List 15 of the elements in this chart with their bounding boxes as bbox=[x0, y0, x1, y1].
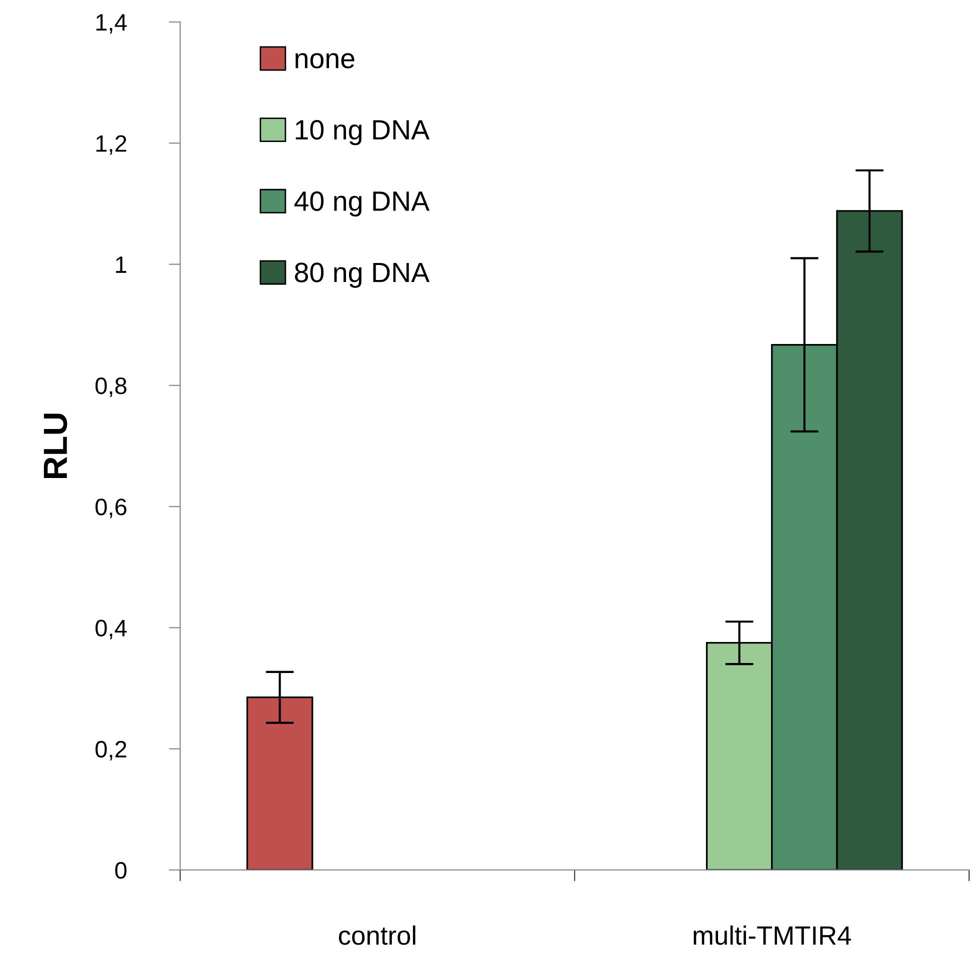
y-tick-label: 0,2 bbox=[96, 740, 126, 760]
y-tick-label: 1,2 bbox=[96, 135, 126, 155]
legend-label: 80 ng DNA bbox=[294, 262, 430, 288]
y-tick-label: 0 bbox=[115, 862, 126, 879]
legend-label: none bbox=[296, 53, 354, 68]
y-tick-label: 0,6 bbox=[96, 498, 126, 518]
y-tick-label: 0,4 bbox=[96, 620, 127, 640]
legend-label: 10 ng DNA bbox=[296, 120, 430, 146]
y-axis-title: RLU bbox=[44, 414, 68, 478]
y-tick-label: 1 bbox=[116, 256, 126, 273]
legend-label: 40 ng DNA bbox=[294, 191, 430, 216]
y-tick-label: 0,8 bbox=[96, 377, 126, 397]
x-tick-label: multi-TMTIR4 bbox=[694, 926, 852, 945]
x-tick-label: control bbox=[338, 926, 416, 945]
y-tick-label: 1,4 bbox=[96, 14, 127, 34]
